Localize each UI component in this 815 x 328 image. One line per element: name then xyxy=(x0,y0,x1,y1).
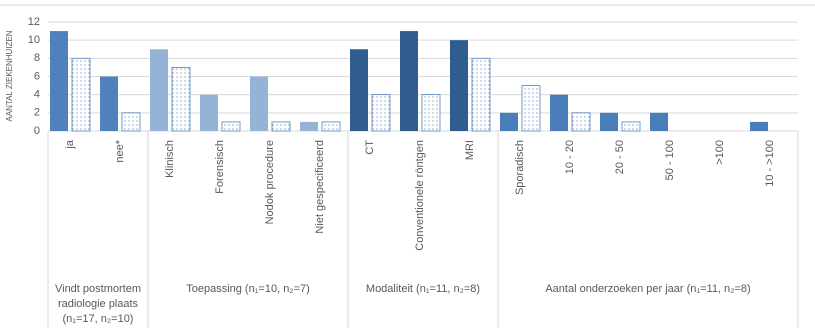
x-tick-label: Nodok procedure xyxy=(264,140,276,224)
x-tick-label: Conventionele röntgen xyxy=(414,140,426,251)
bar xyxy=(400,31,418,131)
y-tick-label: 4 xyxy=(34,89,40,101)
bar xyxy=(171,67,191,132)
x-tick-label: >100 xyxy=(714,140,726,165)
x-tick-label: 20 - 50 xyxy=(614,140,626,174)
y-tick-label: 8 xyxy=(34,52,40,64)
bar xyxy=(300,121,318,131)
y-axis-label: AANTAL ZIEKENHUIZEN xyxy=(5,30,14,121)
bar xyxy=(50,31,68,131)
bar xyxy=(71,57,91,132)
group-label: Modaliteit (n₁=11, n₂=8) xyxy=(365,283,481,295)
bar xyxy=(571,112,591,132)
bar xyxy=(350,49,368,131)
bar xyxy=(600,112,618,131)
group-label: Toepassing (n₁=10, n₂=7) xyxy=(186,283,310,295)
bar xyxy=(621,121,641,132)
bar xyxy=(471,57,491,132)
bar xyxy=(521,85,541,132)
group-label: Aantal onderzoeken per jaar (n₁=11, n₂=8… xyxy=(545,283,751,295)
x-tick-label: 10 - 20 xyxy=(564,140,576,174)
bar xyxy=(550,94,568,131)
x-tick-label: Sporadisch xyxy=(514,140,526,195)
x-tick-label: ja xyxy=(64,139,76,149)
x-tick-label: CT xyxy=(364,140,376,155)
y-tick-label: 2 xyxy=(34,107,40,119)
x-tick-label: Forensisch xyxy=(214,140,226,194)
x-tick-label: Klinisch xyxy=(164,140,176,178)
bar xyxy=(121,112,141,132)
bar xyxy=(371,94,391,132)
bar xyxy=(650,112,668,131)
x-tick-label: Niet gespecificeerd xyxy=(314,140,326,234)
bar xyxy=(500,112,518,131)
bar xyxy=(321,121,341,132)
x-tick-label: 10 - >100 xyxy=(764,140,776,187)
bar xyxy=(100,76,118,131)
x-tick-label: MRI xyxy=(464,140,476,160)
x-tick-label: nee* xyxy=(114,139,126,162)
bar xyxy=(450,40,468,131)
bar xyxy=(250,76,268,131)
group-label: Vindt postmortem radiologie plaats (n₁=1… xyxy=(54,283,141,325)
bar xyxy=(421,94,441,132)
y-tick-label: 12 xyxy=(28,16,40,28)
bar xyxy=(150,49,168,131)
bar xyxy=(200,94,218,131)
x-tick-label: 50 - 100 xyxy=(664,140,676,180)
y-tick-label: 10 xyxy=(28,34,40,46)
bar xyxy=(271,121,291,132)
bar xyxy=(750,121,768,131)
bar xyxy=(221,121,241,132)
y-tick-label: 0 xyxy=(34,125,40,137)
y-tick-label: 6 xyxy=(34,70,40,82)
